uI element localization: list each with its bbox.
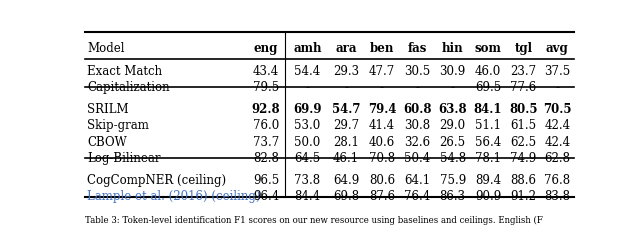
- Text: 69.5: 69.5: [475, 81, 501, 94]
- Text: hin: hin: [442, 42, 463, 55]
- Text: 30.5: 30.5: [404, 65, 431, 77]
- Text: 40.6: 40.6: [369, 135, 395, 148]
- Text: fas: fas: [408, 42, 427, 55]
- Text: 29.0: 29.0: [440, 119, 466, 132]
- Text: eng: eng: [254, 42, 278, 55]
- Text: 89.4: 89.4: [475, 173, 501, 186]
- Text: 30.8: 30.8: [404, 119, 431, 132]
- Text: -: -: [305, 81, 310, 94]
- Text: 70.8: 70.8: [369, 151, 395, 164]
- Text: 88.6: 88.6: [510, 173, 536, 186]
- Text: 64.1: 64.1: [404, 173, 431, 186]
- Text: 56.4: 56.4: [475, 135, 501, 148]
- Text: 84.4: 84.4: [294, 189, 321, 202]
- Text: Skip-gram: Skip-gram: [87, 119, 149, 132]
- Text: 87.6: 87.6: [369, 189, 395, 202]
- Text: Exact Match: Exact Match: [87, 65, 162, 77]
- Text: 54.8: 54.8: [440, 151, 466, 164]
- Text: Capitalization: Capitalization: [87, 81, 170, 94]
- Text: 51.1: 51.1: [475, 119, 501, 132]
- Text: 54.4: 54.4: [294, 65, 321, 77]
- Text: 50.4: 50.4: [404, 151, 431, 164]
- Text: 75.9: 75.9: [440, 173, 466, 186]
- Text: Lample et al. (2016) (ceiling): Lample et al. (2016) (ceiling): [87, 189, 260, 202]
- Text: 92.8: 92.8: [252, 102, 280, 115]
- Text: tgl: tgl: [515, 42, 532, 55]
- Text: 73.8: 73.8: [294, 173, 321, 186]
- Text: 60.8: 60.8: [403, 102, 432, 115]
- Text: 76.8: 76.8: [544, 173, 570, 186]
- Text: 46.0: 46.0: [475, 65, 501, 77]
- Text: 50.0: 50.0: [294, 135, 321, 148]
- Text: ara: ara: [335, 42, 357, 55]
- Text: 70.5: 70.5: [543, 102, 572, 115]
- Text: 83.8: 83.8: [544, 189, 570, 202]
- Text: 90.9: 90.9: [475, 189, 501, 202]
- Text: -: -: [380, 81, 384, 94]
- Text: 63.8: 63.8: [438, 102, 467, 115]
- Text: 42.4: 42.4: [544, 119, 570, 132]
- Text: Table 3: Token-level identification F1 scores on our new resource using baseline: Table 3: Token-level identification F1 s…: [85, 215, 543, 224]
- Text: -: -: [415, 81, 419, 94]
- Text: 26.5: 26.5: [440, 135, 466, 148]
- Text: 80.5: 80.5: [509, 102, 538, 115]
- Text: 43.4: 43.4: [253, 65, 279, 77]
- Text: 61.5: 61.5: [510, 119, 536, 132]
- Text: 78.1: 78.1: [475, 151, 501, 164]
- Text: 86.3: 86.3: [440, 189, 466, 202]
- Text: 23.7: 23.7: [510, 65, 536, 77]
- Text: -: -: [344, 81, 348, 94]
- Text: -: -: [451, 81, 455, 94]
- Text: 62.5: 62.5: [510, 135, 536, 148]
- Text: 42.4: 42.4: [544, 135, 570, 148]
- Text: 46.1: 46.1: [333, 151, 359, 164]
- Text: 64.5: 64.5: [294, 151, 321, 164]
- Text: 47.7: 47.7: [369, 65, 395, 77]
- Text: 76.4: 76.4: [404, 189, 431, 202]
- Text: avg: avg: [546, 42, 568, 55]
- Text: -: -: [556, 81, 559, 94]
- Text: 84.1: 84.1: [474, 102, 502, 115]
- Text: 80.6: 80.6: [369, 173, 395, 186]
- Text: 77.6: 77.6: [510, 81, 536, 94]
- Text: 69.8: 69.8: [333, 189, 359, 202]
- Text: 69.9: 69.9: [293, 102, 322, 115]
- Text: 29.3: 29.3: [333, 65, 359, 77]
- Text: 79.5: 79.5: [253, 81, 279, 94]
- Text: 76.0: 76.0: [253, 119, 279, 132]
- Text: 32.6: 32.6: [404, 135, 431, 148]
- Text: ben: ben: [370, 42, 394, 55]
- Text: 96.4: 96.4: [253, 189, 279, 202]
- Text: som: som: [475, 42, 502, 55]
- Text: 74.9: 74.9: [510, 151, 536, 164]
- Text: 41.4: 41.4: [369, 119, 395, 132]
- Text: CBOW: CBOW: [87, 135, 127, 148]
- Text: 91.2: 91.2: [510, 189, 536, 202]
- Text: 53.0: 53.0: [294, 119, 321, 132]
- Text: 79.4: 79.4: [367, 102, 396, 115]
- Text: 64.9: 64.9: [333, 173, 359, 186]
- Text: 30.9: 30.9: [440, 65, 466, 77]
- Text: 82.8: 82.8: [253, 151, 279, 164]
- Text: CogCompNER (ceiling): CogCompNER (ceiling): [87, 173, 226, 186]
- Text: 62.8: 62.8: [544, 151, 570, 164]
- Text: 29.7: 29.7: [333, 119, 359, 132]
- Text: 96.5: 96.5: [253, 173, 279, 186]
- Text: SRILM: SRILM: [87, 102, 129, 115]
- Text: Log-Bilinear: Log-Bilinear: [87, 151, 161, 164]
- Text: amh: amh: [293, 42, 322, 55]
- Text: 54.7: 54.7: [332, 102, 360, 115]
- Text: Model: Model: [87, 42, 124, 55]
- Text: 73.7: 73.7: [253, 135, 279, 148]
- Text: 37.5: 37.5: [544, 65, 570, 77]
- Text: 28.1: 28.1: [333, 135, 359, 148]
